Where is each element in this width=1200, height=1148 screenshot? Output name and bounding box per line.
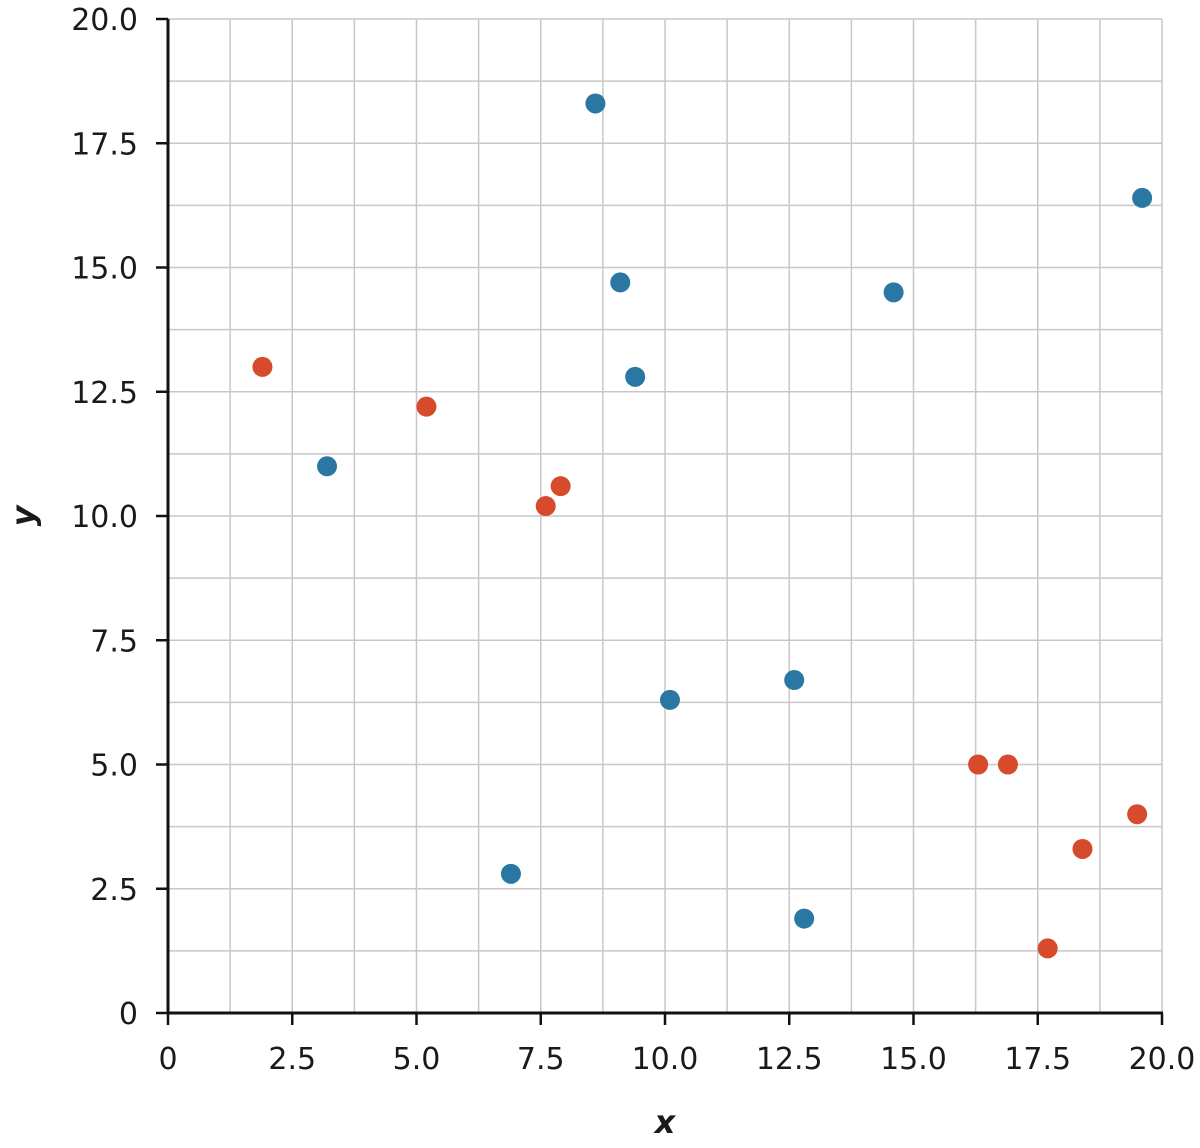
data-point-series-2 [252,356,273,377]
data-point-series-1 [625,366,646,387]
data-point-series-1 [500,863,521,884]
y-tick-label: 15.0 [71,252,138,287]
data-point-series-2 [1072,838,1093,859]
x-tick-label: 5.0 [393,1042,441,1077]
data-point-series-2 [1037,938,1058,959]
x-tick-label: 7.5 [517,1042,565,1077]
x-axis-title: x [653,1103,677,1141]
data-point-series-2 [416,396,437,417]
data-point-series-2 [997,754,1018,775]
data-point-series-1 [610,272,631,293]
y-tick-label: 7.5 [90,624,138,659]
x-tick-label: 10.0 [632,1042,699,1077]
data-point-series-1 [883,282,904,303]
y-axis-title: y [4,504,42,526]
y-tick-label: 10.0 [71,500,138,535]
y-tick-label: 5.0 [90,749,138,784]
y-tick-label: 17.5 [71,127,138,162]
axes [156,17,1164,1025]
y-tick-label: 0 [119,997,138,1032]
x-tick-label: 12.5 [756,1042,823,1077]
data-point-series-1 [317,456,338,477]
x-tick-labels: 0 2.5 5.0 7.5 10.0 12.5 15.0 17.5 20.0 [158,1042,1195,1077]
data-points [252,93,1153,959]
data-point-series-2 [535,496,556,517]
x-tick-label: 17.5 [1004,1042,1071,1077]
data-point-series-1 [1132,187,1153,208]
x-tick-label: 20.0 [1129,1042,1196,1077]
data-point-series-1 [659,689,680,710]
data-point-series-2 [968,754,989,775]
data-point-series-2 [1127,804,1148,825]
y-tick-label: 2.5 [90,873,138,908]
x-tick-label: 0 [158,1042,177,1077]
data-point-series-1 [784,670,805,691]
y-tick-label: 20.0 [71,3,138,38]
y-tick-labels: 0 2.5 5.0 7.5 10.0 12.5 15.0 17.5 20.0 [71,3,138,1032]
data-point-series-1 [585,93,606,114]
data-point-series-2 [550,476,571,497]
data-point-series-1 [794,908,815,929]
y-tick-label: 12.5 [71,376,138,411]
grid-lines [168,18,1163,1013]
x-tick-label: 15.0 [880,1042,947,1077]
x-tick-label: 2.5 [268,1042,316,1077]
